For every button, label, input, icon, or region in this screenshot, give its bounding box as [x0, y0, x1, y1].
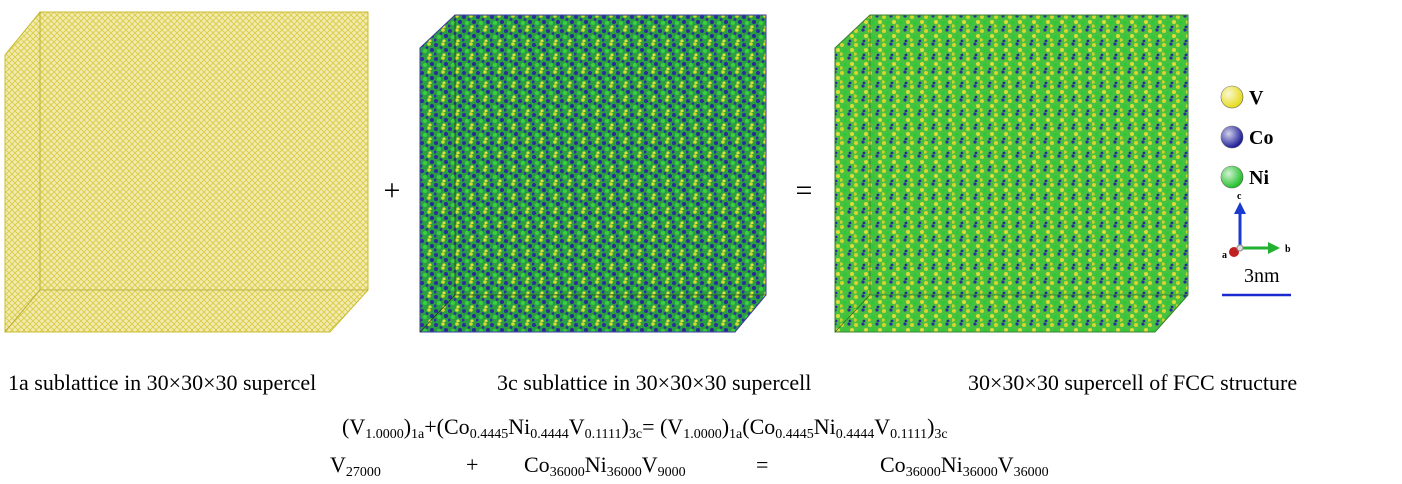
formula-text: Ni [813, 414, 836, 439]
structures: c b a 3nm + = V Co Ni [4, 11, 1291, 333]
formula-text: V [641, 452, 658, 477]
formula-subscript: 36000 [1013, 465, 1049, 480]
scale-bar-label: 3nm [1244, 265, 1280, 287]
operator: + [384, 174, 401, 207]
formula-subscript: 1a [729, 427, 743, 442]
formula-subscript: 3c [934, 427, 948, 442]
legend-label: Co [1249, 127, 1273, 149]
operator: = [756, 452, 769, 477]
formula-subscript: 0.4445 [469, 427, 509, 442]
formula-text: Co [524, 452, 550, 477]
formula-subscript: 36000 [962, 465, 998, 480]
stoichiometry-term: Co36000Ni36000V9000 [524, 452, 686, 481]
operator: + [466, 452, 479, 477]
caption: 3c sublattice in 30×30×30 supercell [497, 370, 812, 395]
axis-label: a [1222, 250, 1227, 261]
formula-subscript: 3c [628, 427, 643, 442]
legend: V Co Ni [1220, 85, 1273, 189]
stoichiometry-term: Co36000Ni36000V36000 [880, 452, 1049, 481]
formula-subscript: 0.4444 [835, 427, 875, 442]
cube-1a [4, 11, 369, 333]
axis-label: b [1285, 244, 1291, 255]
axes-indicator: c b a [1222, 191, 1291, 261]
caption: 1a sublattice in 30×30×30 supercel [8, 370, 317, 395]
formula-text: (V [342, 414, 366, 439]
formula-subscript: 36000 [549, 465, 585, 480]
formula-subscript: 1a [411, 427, 425, 442]
formula-subscript: 1.0000 [683, 427, 722, 442]
formula-text: Ni [940, 452, 963, 477]
formula-subscript: 9000 [657, 465, 686, 480]
formula-subscript: 0.1111 [584, 427, 622, 442]
formula-text: ) [721, 414, 730, 439]
legend-shine [1221, 166, 1243, 188]
formula-text: ) [403, 414, 412, 439]
formula-text: V [330, 452, 346, 477]
formula-text: Ni [584, 452, 607, 477]
axis-label: c [1237, 191, 1242, 202]
legend-label: Ni [1249, 167, 1269, 189]
formula-text: Co [880, 452, 906, 477]
formula-subscript: 36000 [606, 465, 642, 480]
formula-text: V [874, 414, 891, 439]
formula-text: (Co [742, 414, 776, 439]
legend-label: V [1249, 87, 1264, 109]
stoichiometry-term: V27000 [330, 452, 381, 481]
formula-text: ) [927, 414, 935, 439]
formula-text: Ni [508, 414, 531, 439]
formula-text: +(Co [424, 414, 470, 439]
legend-shine [1221, 126, 1243, 148]
cube-fcc [834, 14, 1189, 333]
formula-text: V [568, 414, 585, 439]
caption: 30×30×30 supercell of FCC structure [968, 370, 1298, 395]
formula-subscript: 27000 [345, 465, 381, 480]
formula-subscript: 1.0000 [365, 427, 404, 442]
formula-subscript: 0.1111 [890, 427, 928, 442]
formula-subscript: 0.4444 [530, 427, 569, 442]
formula-text: = (V [642, 414, 684, 439]
legend-shine [1221, 86, 1243, 108]
formula-subscript: 0.4445 [775, 427, 814, 442]
formula-subscript: 36000 [905, 465, 941, 480]
formula-text: V [997, 452, 1014, 477]
formula: (V1.0000)1a+(Co0.4445Ni0.4444V0.1111)3c=… [342, 414, 948, 443]
formula-text: ) [621, 414, 629, 439]
cube-3c [419, 14, 767, 333]
operator: = [796, 174, 813, 207]
